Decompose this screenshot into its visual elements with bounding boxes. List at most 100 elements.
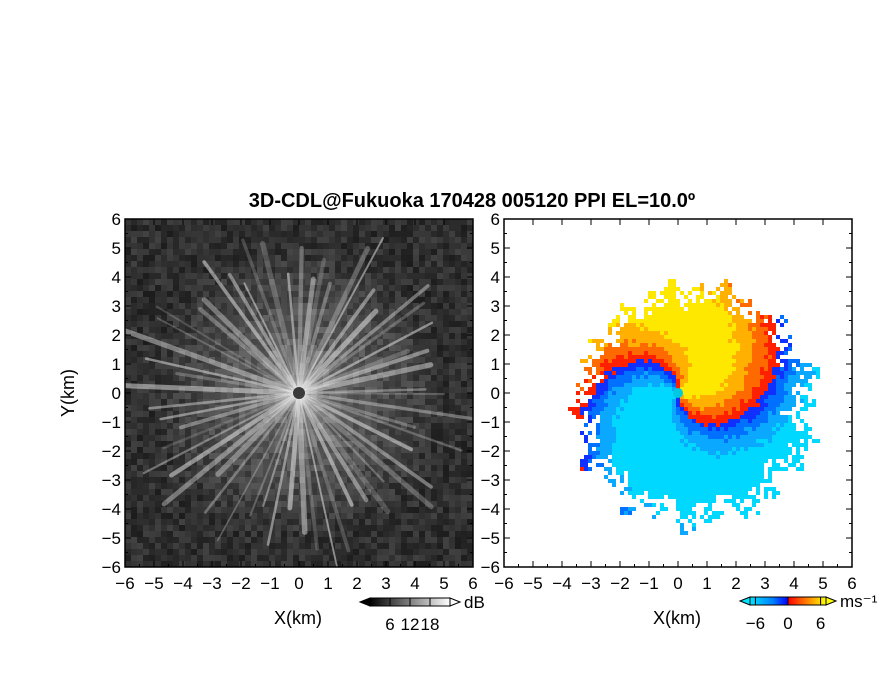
snr-pixel	[383, 465, 389, 471]
snr-pixel	[329, 441, 335, 447]
snr-pixel	[455, 219, 461, 225]
snr-pixel	[191, 381, 197, 387]
snr-pixel	[221, 303, 227, 309]
snr-pixel	[239, 465, 245, 471]
velocity-pixel	[756, 351, 760, 355]
velocity-pixel	[716, 391, 720, 395]
velocity-pixel	[736, 347, 740, 351]
snr-pixel	[443, 465, 449, 471]
velocity-pixel	[736, 411, 740, 415]
velocity-pixel	[716, 331, 720, 335]
velocity-pixel	[676, 319, 680, 323]
snr-pixel	[413, 489, 419, 495]
snr-pixel	[149, 309, 155, 315]
velocity-pixel	[792, 375, 796, 379]
velocity-pixel	[784, 359, 788, 363]
snr-pixel	[137, 219, 143, 225]
snr-pixel	[209, 405, 215, 411]
snr-pixel	[419, 291, 425, 297]
snr-pixel	[437, 399, 443, 405]
snr-pixel	[215, 339, 221, 345]
snr-pixel	[353, 219, 359, 225]
snr-pixel	[191, 345, 197, 351]
snr-pixel	[347, 435, 353, 441]
velocity-pixel	[752, 371, 756, 375]
snr-pixel	[317, 495, 323, 501]
snr-pixel	[455, 327, 461, 333]
snr-pixel	[329, 429, 335, 435]
snr-pixel	[317, 507, 323, 513]
snr-pixel	[173, 327, 179, 333]
snr-pixel	[341, 273, 347, 279]
snr-pixel	[389, 261, 395, 267]
snr-pixel	[395, 483, 401, 489]
snr-pixel	[341, 561, 347, 567]
y-tick-label: −2	[102, 442, 121, 461]
snr-pixel	[299, 345, 305, 351]
snr-pixel	[449, 333, 455, 339]
snr-pixel	[293, 303, 299, 309]
snr-pixel	[467, 273, 473, 279]
velocity-pixel	[776, 371, 780, 375]
snr-pixel	[443, 219, 449, 225]
snr-pixel	[221, 441, 227, 447]
snr-pixel	[299, 309, 305, 315]
snr-pixel	[251, 369, 257, 375]
velocity-pixel	[620, 399, 624, 403]
velocity-pixel	[720, 371, 724, 375]
snr-pixel	[317, 309, 323, 315]
velocity-pixel	[732, 295, 736, 299]
snr-pixel	[173, 489, 179, 495]
snr-pixel	[239, 555, 245, 561]
snr-pixel	[233, 315, 239, 321]
velocity-pixel	[648, 399, 652, 403]
snr-pixel	[401, 351, 407, 357]
snr-pixel	[143, 513, 149, 519]
velocity-pixel	[704, 387, 708, 391]
velocity-pixel	[756, 395, 760, 399]
velocity-pixel	[644, 351, 648, 355]
velocity-pixel	[728, 319, 732, 323]
velocity-pixel	[656, 351, 660, 355]
velocity-pixel	[768, 323, 772, 327]
velocity-pixel	[708, 315, 712, 319]
snr-pixel	[137, 501, 143, 507]
velocity-pixel	[592, 407, 596, 411]
snr-pixel	[413, 375, 419, 381]
snr-pixel	[161, 417, 167, 423]
snr-pixel	[323, 543, 329, 549]
snr-pixel	[131, 327, 137, 333]
snr-pixel	[275, 321, 281, 327]
velocity-pixel	[668, 391, 672, 395]
snr-pixel	[251, 447, 257, 453]
snr-pixel	[323, 555, 329, 561]
velocity-pixel	[704, 307, 708, 311]
snr-pixel	[335, 429, 341, 435]
velocity-pixel	[668, 367, 672, 371]
snr-pixel	[335, 327, 341, 333]
snr-pixel	[191, 369, 197, 375]
snr-pixel	[401, 363, 407, 369]
snr-pixel	[335, 387, 341, 393]
velocity-pixel	[740, 403, 744, 407]
snr-pixel	[359, 225, 365, 231]
velocity-pixel	[740, 375, 744, 379]
velocity-pixel	[812, 399, 816, 403]
velocity-pixel	[664, 343, 668, 347]
snr-pixel	[425, 555, 431, 561]
snr-pixel	[299, 279, 305, 285]
snr-pixel	[293, 501, 299, 507]
snr-pixel	[401, 297, 407, 303]
snr-pixel	[419, 357, 425, 363]
snr-pixel	[413, 495, 419, 501]
snr-pixel	[467, 435, 473, 441]
snr-pixel	[311, 279, 317, 285]
snr-pixel	[413, 423, 419, 429]
velocity-pixel	[688, 319, 692, 323]
velocity-pixel	[708, 363, 712, 367]
velocity-pixel	[644, 387, 648, 391]
snr-pixel	[407, 291, 413, 297]
snr-pixel	[443, 495, 449, 501]
snr-pixel	[281, 321, 287, 327]
snr-pixel	[311, 435, 317, 441]
